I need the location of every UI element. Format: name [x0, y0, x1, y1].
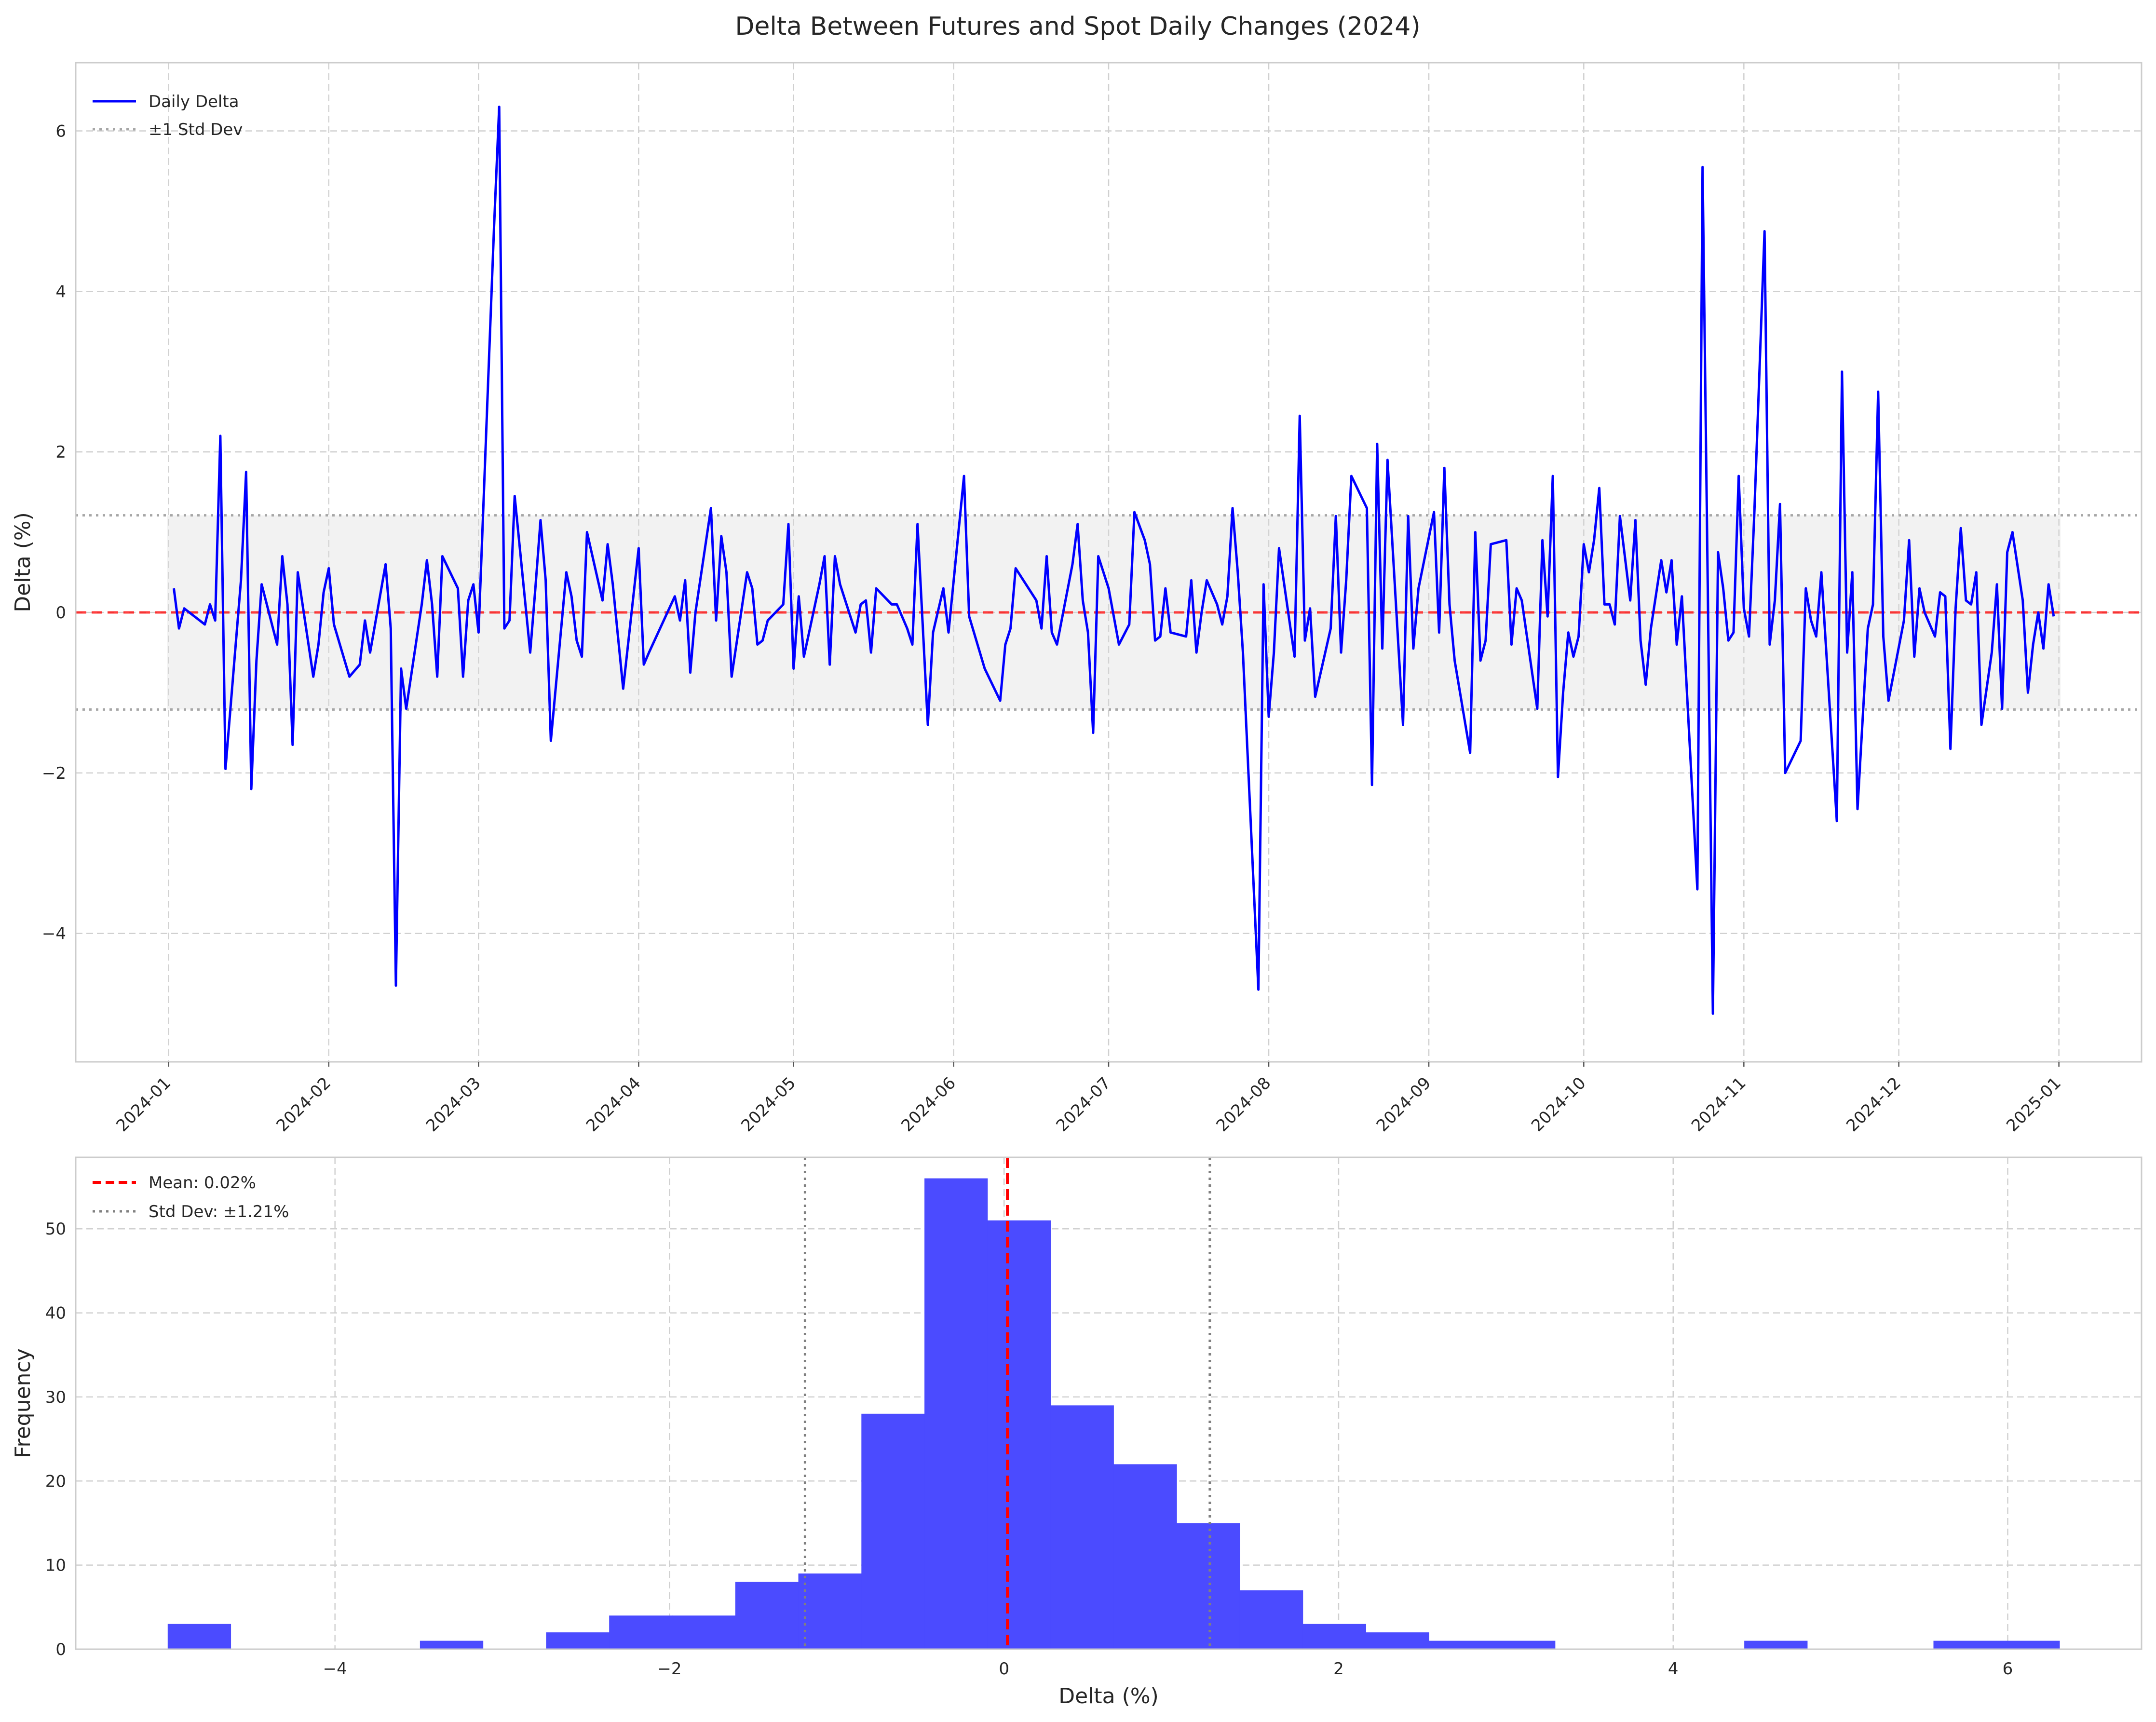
histogram-bar — [798, 1573, 862, 1649]
histogram-bar — [1366, 1632, 1429, 1649]
histogram-bar — [1302, 1624, 1367, 1649]
legend-daily-delta-label: Daily Delta — [149, 92, 239, 111]
bottom-x-axis-label: Delta (%) — [1058, 1684, 1159, 1708]
histogram-bar — [420, 1641, 484, 1649]
histogram-bar — [672, 1615, 736, 1649]
histogram-bar — [1177, 1523, 1240, 1649]
histogram-bar — [1933, 1641, 1997, 1649]
top-y-tick-label: −4 — [42, 924, 66, 944]
legend-mean-label: Mean: 0.02% — [149, 1173, 256, 1193]
histogram-bar — [167, 1624, 231, 1649]
bottom-x-tick-label: 6 — [2003, 1659, 2013, 1679]
bottom-x-tick-label: 0 — [999, 1659, 1009, 1679]
daily-delta-line — [173, 106, 2055, 1015]
top-y-tick-label: 6 — [55, 122, 66, 141]
bottom-y-tick-labels: 0 10 20 30 40 50 — [45, 1220, 66, 1659]
bottom-x-tick-label: 4 — [1668, 1659, 1679, 1679]
histogram-bar — [735, 1582, 799, 1649]
top-y-tick-labels: −4 −2 0 2 4 6 — [42, 122, 66, 943]
bottom-y-tick-label: 20 — [45, 1472, 66, 1491]
bottom-y-tick-label: 30 — [45, 1388, 66, 1407]
histogram-bar — [609, 1615, 673, 1649]
histogram-bar — [546, 1632, 610, 1649]
bottom-y-tick-label: 40 — [45, 1304, 66, 1323]
bottom-legend: Mean: 0.02% Std Dev: ±1.21% — [93, 1173, 289, 1221]
histogram-bar — [1996, 1641, 2060, 1649]
bottom-y-tick-label: 50 — [45, 1220, 66, 1239]
bottom-x-tick-label: −2 — [657, 1659, 681, 1679]
bottom-x-tick-label: −4 — [323, 1659, 347, 1679]
histogram-bar — [987, 1220, 1051, 1649]
top-y-tick-label: 2 — [55, 443, 66, 462]
bottom-y-tick-label: 0 — [55, 1640, 66, 1659]
top-legend: Daily Delta ±1 Std Dev — [93, 92, 243, 139]
legend-std-label: Std Dev: ±1.21% — [149, 1202, 289, 1221]
chart-title: Delta Between Futures and Spot Daily Cha… — [735, 12, 1420, 41]
bottom-x-tick-label: 2 — [1333, 1659, 1344, 1679]
histogram-bar — [1050, 1405, 1114, 1649]
bottom-y-axis-label: Frequency — [11, 1348, 35, 1458]
bottom-y-tick-label: 10 — [45, 1556, 66, 1575]
std-dev-lines — [76, 514, 2142, 711]
histogram-bar — [924, 1178, 988, 1649]
std-dev-lines-hist — [803, 1157, 1211, 1649]
legend-std-dev-label: ±1 Std Dev — [149, 120, 243, 139]
histogram-bar — [1239, 1590, 1303, 1649]
histogram-bars — [167, 1178, 2060, 1649]
histogram-bar — [1113, 1464, 1177, 1649]
top-y-tick-label: 4 — [55, 282, 66, 301]
top-y-tick-label: 0 — [55, 603, 66, 623]
top-y-axis-label: Delta (%) — [11, 512, 35, 612]
bottom-axes-frame — [75, 1156, 2142, 1650]
bottom-histogram-panel: −4 −2 0 2 4 6 0 10 20 30 40 50 Delta (%) Frequency… — [11, 1156, 2142, 1708]
top-y-tick-label: −2 — [42, 764, 66, 783]
histogram-bar — [1744, 1641, 1808, 1649]
histogram-bar — [861, 1413, 925, 1649]
histogram-bar — [1429, 1641, 1492, 1649]
bottom-x-tick-labels: −4 −2 0 2 4 6 — [323, 1659, 2013, 1679]
histogram-bar — [1492, 1641, 1556, 1649]
